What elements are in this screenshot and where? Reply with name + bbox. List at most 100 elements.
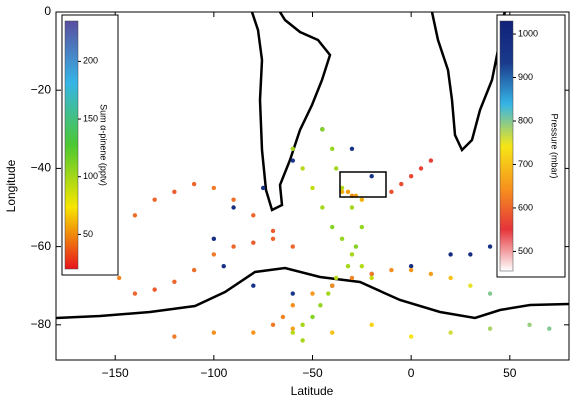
trajectory-point <box>270 228 276 234</box>
trajectory-point <box>300 338 305 343</box>
colorbar-tick-label: 150 <box>83 113 98 123</box>
colorbar-tick-label: 500 <box>518 246 533 256</box>
trajectory-point <box>300 322 305 328</box>
study-region-box <box>339 171 387 198</box>
africa <box>430 11 507 153</box>
colorbar-tick-label: 1000 <box>518 28 538 38</box>
trajectory-point <box>211 252 217 257</box>
trajectory-point <box>270 322 276 328</box>
trajectory-point <box>320 127 325 132</box>
antarctica <box>55 266 570 320</box>
trajectory-point <box>132 291 138 296</box>
trajectory-point <box>251 330 256 335</box>
colorbar-tick-label: 50 <box>83 229 93 239</box>
trajectory-point <box>172 279 177 284</box>
trajectory-point <box>468 283 473 288</box>
trajectory-point <box>320 205 325 210</box>
trajectory-point <box>152 197 157 202</box>
x-axis-label: Latitude <box>291 384 334 398</box>
y-tick-label: −80 <box>31 317 52 331</box>
trajectory-point <box>408 263 414 269</box>
trajectory-point <box>333 166 339 171</box>
trajectory-point <box>260 185 266 191</box>
trajectory-point <box>191 267 197 273</box>
trajectory-point <box>345 263 351 269</box>
trajectory-point <box>448 330 453 335</box>
trajectory-point <box>290 244 295 249</box>
trajectory-point <box>359 224 365 230</box>
trajectory-point <box>487 326 493 331</box>
colorbar-tick-label: 900 <box>518 72 533 82</box>
trajectory-point <box>191 181 197 187</box>
colorbar-tick-label: 600 <box>518 202 533 212</box>
y-tick-label: −60 <box>31 239 52 253</box>
colorbar <box>64 20 79 270</box>
trajectory-point <box>349 146 355 152</box>
trajectory-point <box>172 189 177 195</box>
trajectory-point <box>339 189 345 195</box>
trajectory-point <box>359 263 365 269</box>
trajectory-point <box>527 322 532 328</box>
points <box>112 127 552 343</box>
x-tick-label: −50 <box>302 366 323 380</box>
trajectory-point <box>369 275 374 281</box>
trajectory-point <box>211 330 217 335</box>
trajectory-point <box>349 252 355 257</box>
trajectory-point <box>290 158 295 163</box>
trajectory-point <box>408 267 414 273</box>
colorbar-tick-label: 200 <box>83 56 98 66</box>
trajectory-point <box>339 236 345 241</box>
trajectory-point <box>290 330 295 335</box>
trajectory-point <box>487 244 493 249</box>
trajectory-point <box>290 326 295 331</box>
trajectory-point <box>310 185 315 191</box>
trajectory-point <box>152 287 157 292</box>
trajectory-point <box>211 185 217 191</box>
south-america <box>250 11 332 212</box>
colorbar-label: Sum α-pinene (pptv) <box>99 104 109 186</box>
trajectory-point <box>290 303 295 308</box>
trajectory-point <box>251 283 256 288</box>
trajectory-point <box>487 291 493 296</box>
trajectory-point <box>428 158 434 163</box>
trajectory-point <box>418 166 424 171</box>
trajectory-point <box>408 174 414 179</box>
trajectory-point <box>310 314 315 320</box>
trajectory-point <box>330 283 335 288</box>
trajectory-point <box>300 166 305 171</box>
colorbar-label: Pressure (mbar) <box>550 113 560 178</box>
trajectory-point <box>369 271 374 277</box>
trajectory-point <box>116 275 122 281</box>
trajectory-point <box>290 146 295 152</box>
x-tick-label: 0 <box>408 366 415 380</box>
trajectory-point <box>448 275 453 281</box>
x-tick-label: −100 <box>200 366 227 380</box>
trajectory-point <box>251 240 256 245</box>
trajectory-point <box>333 275 339 281</box>
trajectory-point <box>330 146 335 152</box>
trajectory-point <box>448 252 453 257</box>
y-axis-label: Longitude <box>4 159 18 212</box>
trajectory-point <box>132 213 138 218</box>
trajectory-point <box>280 314 286 320</box>
trajectory-point <box>389 267 394 273</box>
trajectory-point <box>408 334 414 339</box>
trajectory-point <box>310 291 315 296</box>
trajectory-point <box>428 271 434 277</box>
trajectory-point <box>369 174 374 179</box>
trajectory-point <box>270 236 276 241</box>
trajectory-point <box>330 330 335 335</box>
trajectory-point <box>231 205 236 210</box>
y-tick-label: −20 <box>31 82 52 96</box>
trajectory-point <box>330 224 335 230</box>
trajectory-point <box>290 291 295 296</box>
colorbar <box>499 20 514 272</box>
trajectory-point <box>318 303 323 308</box>
x-tick-label: −150 <box>102 366 129 380</box>
trajectory-point <box>172 334 177 339</box>
trajectory-point <box>359 197 365 202</box>
trajectory-point <box>231 244 236 249</box>
x-tick-label: 50 <box>503 366 517 380</box>
